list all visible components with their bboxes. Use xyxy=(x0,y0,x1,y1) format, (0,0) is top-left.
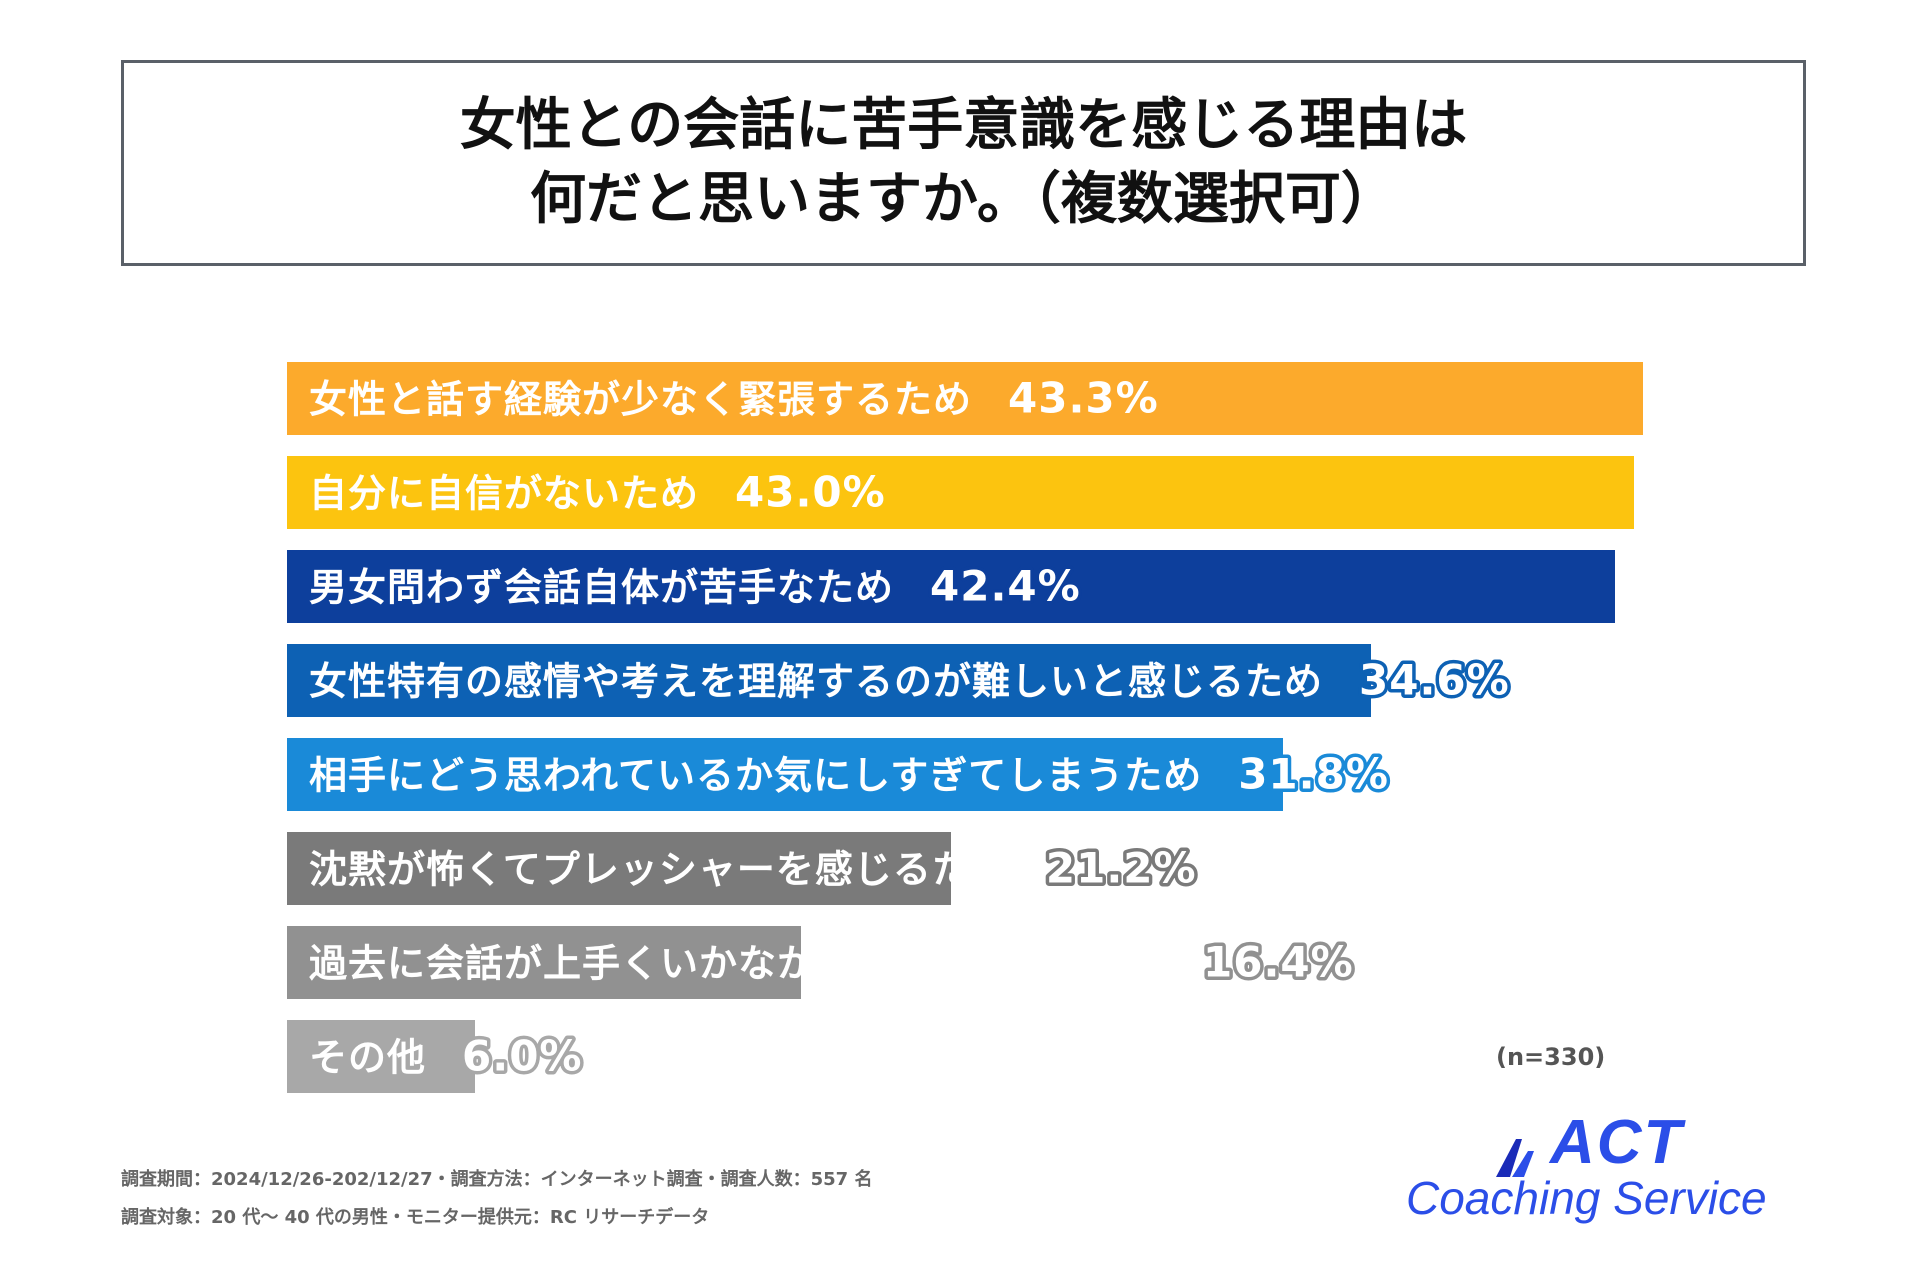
bar-1 xyxy=(287,362,1643,435)
category-label-5: 相手にどう思われているか気にしすぎてしまうため xyxy=(309,754,1202,798)
logo-mark-icon xyxy=(1496,1139,1534,1177)
category-label-8: その他 xyxy=(309,1036,426,1080)
bar-3 xyxy=(287,550,1615,623)
sample-size-label: (n=330) xyxy=(1496,1043,1606,1071)
value-label-1: 43.3% xyxy=(1008,374,1159,423)
bar-2 xyxy=(287,456,1634,529)
category-label-2: 自分に自信がないため xyxy=(309,472,699,516)
category-label-1: 女性と話す経験が少なく緊張するため xyxy=(309,378,972,422)
category-label-7: 過去に会話が上手くいかなかった経験があるため xyxy=(309,942,1167,986)
value-label-2: 43.0% xyxy=(735,468,886,517)
bar-6 xyxy=(287,832,951,905)
logo-sub-text: Coaching Service xyxy=(1406,1172,1767,1224)
value-label-7: 16.4% xyxy=(1203,938,1354,987)
category-label-6: 沈黙が怖くてプレッシャーを感じるため xyxy=(309,848,1010,892)
survey-footnote-period: 調査期間：2024/12/26-202/12/27・調査方法：インターネット調査… xyxy=(121,1169,873,1190)
bar-label-1: 女性と話す経験が少なく緊張するため 43.3% xyxy=(309,374,1159,423)
bar-label-4: 女性特有の感情や考えを理解するのが難しいと感じるため 34.6% xyxy=(309,656,1510,705)
bar-chart: 女性と話す経験が少なく緊張するため 43.3% 自分に自信がないため 43.0% 男女問… xyxy=(287,362,1643,1093)
category-label-4: 女性特有の感情や考えを理解するのが難しいと感じるため xyxy=(309,660,1323,704)
act-logo: ACT Coaching Service xyxy=(1400,1105,1820,1235)
logo-main-text: ACT xyxy=(1550,1108,1684,1177)
chart-title-line-2: 何だと思いますか。（複数選択可） xyxy=(530,167,1397,232)
value-label-8: 6.0% xyxy=(462,1032,582,1081)
value-label-5: 31.8% xyxy=(1238,750,1389,799)
bar-label-2: 自分に自信がないため 43.0% xyxy=(309,468,886,517)
chart-title-line-1: 女性との会話に苦手意識を感じる理由は xyxy=(459,93,1468,158)
category-label-3: 男女問わず会話自体が苦手なため xyxy=(309,566,894,610)
bar-label-3: 男女問わず会話自体が苦手なため 42.4% xyxy=(309,562,1081,611)
bar-5 xyxy=(287,738,1283,811)
bar-4 xyxy=(287,644,1371,717)
value-label-4: 34.6% xyxy=(1359,656,1510,705)
bar-label-7: 過去に会話が上手くいかなかった経験があるため 16.4% xyxy=(309,938,1354,987)
bar-label-8: その他 6.0% xyxy=(309,1032,583,1081)
bar-label-5: 相手にどう思われているか気にしすぎてしまうため 31.8% xyxy=(309,750,1389,799)
survey-footnote-target: 調査対象：20 代～ 40 代の男性・モニター提供元：RC リサーチデータ xyxy=(121,1207,710,1228)
value-label-3: 42.4% xyxy=(930,562,1081,611)
bar-8 xyxy=(287,1020,475,1093)
bar-7 xyxy=(287,926,801,999)
chart-title-box: 女性との会話に苦手意識を感じる理由は 何だと思いますか。（複数選択可） xyxy=(121,60,1806,266)
value-label-6: 21.2% xyxy=(1046,844,1197,893)
bar-label-6: 沈黙が怖くてプレッシャーを感じるため 21.2% xyxy=(309,844,1197,893)
